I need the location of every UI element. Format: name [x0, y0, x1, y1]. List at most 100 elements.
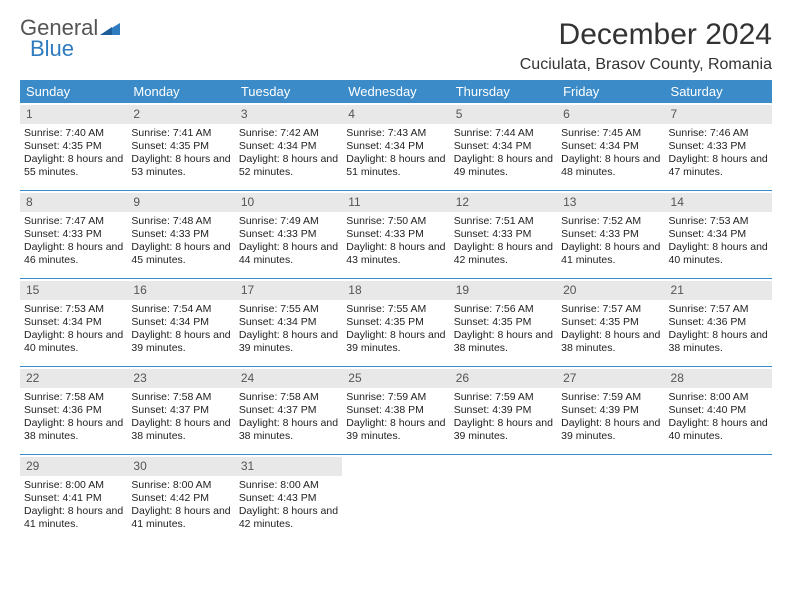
day-cell: 18Sunrise: 7:55 AMSunset: 4:35 PMDayligh…: [342, 279, 449, 366]
sunrise-line: Sunrise: 8:00 AM: [669, 391, 768, 404]
sunrise-line: Sunrise: 7:51 AM: [454, 215, 553, 228]
daylight-line: Daylight: 8 hours and 38 minutes.: [24, 417, 123, 443]
weekday-header-row: SundayMondayTuesdayWednesdayThursdayFrid…: [20, 80, 772, 103]
daylight-line: Daylight: 8 hours and 39 minutes.: [454, 417, 553, 443]
calendar-grid: SundayMondayTuesdayWednesdayThursdayFrid…: [20, 80, 772, 543]
daylight-line: Daylight: 8 hours and 52 minutes.: [239, 153, 338, 179]
sunrise-line: Sunrise: 7:41 AM: [131, 127, 230, 140]
day-cell: [342, 455, 449, 543]
sunset-line: Sunset: 4:33 PM: [454, 228, 553, 241]
day-cell: 11Sunrise: 7:50 AMSunset: 4:33 PMDayligh…: [342, 191, 449, 278]
brand-mark-icon: [100, 21, 120, 35]
daylight-line: Daylight: 8 hours and 40 minutes.: [669, 417, 768, 443]
weekday-header: Thursday: [450, 80, 557, 103]
daylight-line: Daylight: 8 hours and 49 minutes.: [454, 153, 553, 179]
day-cell: 9Sunrise: 7:48 AMSunset: 4:33 PMDaylight…: [127, 191, 234, 278]
title-block: December 2024 Cuciulata, Brasov County, …: [520, 18, 772, 74]
daylight-line: Daylight: 8 hours and 48 minutes.: [561, 153, 660, 179]
day-cell: 28Sunrise: 8:00 AMSunset: 4:40 PMDayligh…: [665, 367, 772, 454]
daylight-line: Daylight: 8 hours and 41 minutes.: [131, 505, 230, 531]
sunset-line: Sunset: 4:42 PM: [131, 492, 230, 505]
daylight-line: Daylight: 8 hours and 42 minutes.: [454, 241, 553, 267]
day-number: 21: [665, 281, 772, 300]
day-cell: 15Sunrise: 7:53 AMSunset: 4:34 PMDayligh…: [20, 279, 127, 366]
day-cell: 21Sunrise: 7:57 AMSunset: 4:36 PMDayligh…: [665, 279, 772, 366]
day-number: 4: [342, 105, 449, 124]
sunrise-line: Sunrise: 7:40 AM: [24, 127, 123, 140]
sunset-line: Sunset: 4:37 PM: [239, 404, 338, 417]
daylight-line: Daylight: 8 hours and 38 minutes.: [454, 329, 553, 355]
sunrise-line: Sunrise: 8:00 AM: [239, 479, 338, 492]
day-number: 28: [665, 369, 772, 388]
week-row: 1Sunrise: 7:40 AMSunset: 4:35 PMDaylight…: [20, 103, 772, 191]
weekday-header: Monday: [127, 80, 234, 103]
weekday-header: Wednesday: [342, 80, 449, 103]
day-cell: 16Sunrise: 7:54 AMSunset: 4:34 PMDayligh…: [127, 279, 234, 366]
sunrise-line: Sunrise: 7:55 AM: [239, 303, 338, 316]
daylight-line: Daylight: 8 hours and 55 minutes.: [24, 153, 123, 179]
sunrise-line: Sunrise: 8:00 AM: [24, 479, 123, 492]
day-cell: 24Sunrise: 7:58 AMSunset: 4:37 PMDayligh…: [235, 367, 342, 454]
sunset-line: Sunset: 4:35 PM: [131, 140, 230, 153]
day-cell: 8Sunrise: 7:47 AMSunset: 4:33 PMDaylight…: [20, 191, 127, 278]
daylight-line: Daylight: 8 hours and 38 minutes.: [239, 417, 338, 443]
sunrise-line: Sunrise: 7:53 AM: [669, 215, 768, 228]
daylight-line: Daylight: 8 hours and 44 minutes.: [239, 241, 338, 267]
sunrise-line: Sunrise: 7:43 AM: [346, 127, 445, 140]
sunrise-line: Sunrise: 7:42 AM: [239, 127, 338, 140]
sunrise-line: Sunrise: 7:54 AM: [131, 303, 230, 316]
weekday-header: Friday: [557, 80, 664, 103]
daylight-line: Daylight: 8 hours and 39 minutes.: [131, 329, 230, 355]
day-number: 24: [235, 369, 342, 388]
day-number: 29: [20, 457, 127, 476]
day-cell: 3Sunrise: 7:42 AMSunset: 4:34 PMDaylight…: [235, 103, 342, 190]
day-cell: 13Sunrise: 7:52 AMSunset: 4:33 PMDayligh…: [557, 191, 664, 278]
day-number: 8: [20, 193, 127, 212]
sunrise-line: Sunrise: 7:50 AM: [346, 215, 445, 228]
day-cell: 17Sunrise: 7:55 AMSunset: 4:34 PMDayligh…: [235, 279, 342, 366]
sunset-line: Sunset: 4:33 PM: [346, 228, 445, 241]
day-number: 19: [450, 281, 557, 300]
day-number: 17: [235, 281, 342, 300]
sunset-line: Sunset: 4:34 PM: [454, 140, 553, 153]
day-number: 14: [665, 193, 772, 212]
sunset-line: Sunset: 4:39 PM: [454, 404, 553, 417]
day-cell: 23Sunrise: 7:58 AMSunset: 4:37 PMDayligh…: [127, 367, 234, 454]
brand-line2: Blue: [30, 39, 120, 60]
day-number: 16: [127, 281, 234, 300]
sunset-line: Sunset: 4:34 PM: [24, 316, 123, 329]
day-cell: 22Sunrise: 7:58 AMSunset: 4:36 PMDayligh…: [20, 367, 127, 454]
day-cell: 6Sunrise: 7:45 AMSunset: 4:34 PMDaylight…: [557, 103, 664, 190]
week-row: 22Sunrise: 7:58 AMSunset: 4:36 PMDayligh…: [20, 367, 772, 455]
sunrise-line: Sunrise: 7:52 AM: [561, 215, 660, 228]
day-number: 15: [20, 281, 127, 300]
day-number: 10: [235, 193, 342, 212]
sunset-line: Sunset: 4:36 PM: [669, 316, 768, 329]
daylight-line: Daylight: 8 hours and 46 minutes.: [24, 241, 123, 267]
sunset-line: Sunset: 4:33 PM: [24, 228, 123, 241]
day-number: 20: [557, 281, 664, 300]
weeks-container: 1Sunrise: 7:40 AMSunset: 4:35 PMDaylight…: [20, 103, 772, 543]
brand-text: General Blue: [20, 18, 120, 60]
day-number: 2: [127, 105, 234, 124]
daylight-line: Daylight: 8 hours and 43 minutes.: [346, 241, 445, 267]
daylight-line: Daylight: 8 hours and 42 minutes.: [239, 505, 338, 531]
weekday-header: Sunday: [20, 80, 127, 103]
sunrise-line: Sunrise: 7:48 AM: [131, 215, 230, 228]
daylight-line: Daylight: 8 hours and 51 minutes.: [346, 153, 445, 179]
sunset-line: Sunset: 4:43 PM: [239, 492, 338, 505]
week-row: 8Sunrise: 7:47 AMSunset: 4:33 PMDaylight…: [20, 191, 772, 279]
daylight-line: Daylight: 8 hours and 41 minutes.: [24, 505, 123, 531]
sunset-line: Sunset: 4:36 PM: [24, 404, 123, 417]
day-cell: 1Sunrise: 7:40 AMSunset: 4:35 PMDaylight…: [20, 103, 127, 190]
day-number: 5: [450, 105, 557, 124]
sunset-line: Sunset: 4:34 PM: [561, 140, 660, 153]
daylight-line: Daylight: 8 hours and 39 minutes.: [561, 417, 660, 443]
day-cell: 25Sunrise: 7:59 AMSunset: 4:38 PMDayligh…: [342, 367, 449, 454]
day-number: 7: [665, 105, 772, 124]
sunrise-line: Sunrise: 7:57 AM: [669, 303, 768, 316]
day-cell: 19Sunrise: 7:56 AMSunset: 4:35 PMDayligh…: [450, 279, 557, 366]
day-number: 23: [127, 369, 234, 388]
day-number: 18: [342, 281, 449, 300]
sunset-line: Sunset: 4:34 PM: [239, 140, 338, 153]
